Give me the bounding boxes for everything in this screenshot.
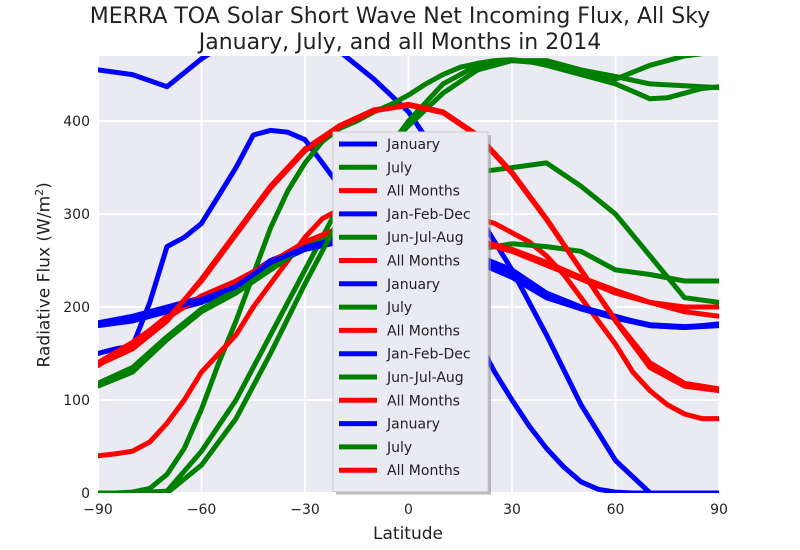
y-tick-label: 400 — [63, 114, 90, 130]
legend-entry: January — [386, 417, 440, 433]
series-line-4 — [98, 57, 719, 493]
x-axis-label: Latitude — [373, 524, 443, 544]
legend-entry: January — [386, 277, 440, 293]
series-line-14 — [98, 102, 719, 392]
axis-ticks: −90 −60 −30 0 30 60 90 0 100 200 300 400 — [63, 114, 728, 518]
y-tick-label: 0 — [81, 486, 90, 502]
x-tick-label: −30 — [290, 502, 320, 518]
y-tick-label: 200 — [63, 300, 90, 316]
legend-entry: July — [386, 160, 412, 176]
x-tick-label: −60 — [187, 502, 217, 518]
y-tick-label: 100 — [63, 393, 90, 409]
series-line-13 — [98, 58, 719, 493]
series-line-0 — [98, 56, 719, 493]
x-tick-label: −90 — [83, 502, 113, 518]
legend-entry: Jan-Feb-Dec — [386, 347, 471, 363]
y-axis-label-text: Radiative Flux (W/m — [33, 195, 54, 367]
legend-entry: Jan-Feb-Dec — [386, 207, 471, 223]
y-axis-label: Radiative Flux (W/m2) — [32, 182, 54, 367]
x-tick-label: 0 — [404, 502, 413, 518]
legend-entry: All Months — [387, 323, 460, 339]
y-axis-label-superscript: 2 — [32, 188, 46, 196]
chart-title: MERRA TOA Solar Short Wave Net Incoming … — [89, 4, 711, 29]
legend-entry: January — [386, 137, 440, 153]
legend-entry: All Months — [387, 184, 460, 200]
legend-entry: All Months — [387, 463, 460, 479]
x-tick-label: 60 — [607, 502, 625, 518]
y-axis-label-end: ) — [33, 181, 54, 189]
legend-entry: All Months — [387, 393, 460, 409]
x-tick-label: 90 — [710, 502, 728, 518]
legend: January July All Months Jan-Feb-Dec Jun-Jul-… — [332, 131, 491, 495]
legend-entry: Jun-Jul-Aug — [386, 230, 464, 246]
series-line-1 — [98, 56, 704, 493]
x-tick-label: 30 — [503, 502, 521, 518]
chart-subtitle: January, July, and all Months in 2014 — [198, 30, 602, 55]
legend-entry: July — [386, 300, 412, 316]
legend-entry: All Months — [387, 254, 460, 270]
legend-entry: Jun-Jul-Aug — [386, 370, 464, 386]
y-tick-label: 300 — [63, 207, 90, 223]
legend-entry: July — [386, 440, 412, 456]
